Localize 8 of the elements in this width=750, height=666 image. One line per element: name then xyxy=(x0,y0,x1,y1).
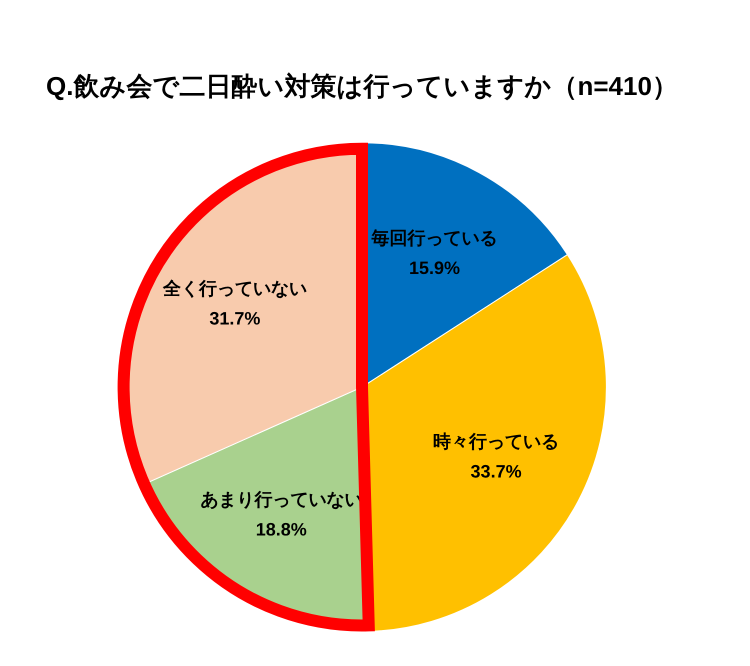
data-label: 15.9% xyxy=(408,258,460,278)
slice-label: 時々行っている xyxy=(433,432,560,452)
data-label: 31.7% xyxy=(209,308,260,329)
slice-label: 全く行っていない xyxy=(162,278,307,299)
data-label: 33.7% xyxy=(470,462,522,482)
slice-label: 毎回行っている xyxy=(370,228,498,248)
chart-title: Q.飲み会で二日酔い対策は行っていますか（n=410） xyxy=(46,70,678,101)
data-label: 18.8% xyxy=(256,519,307,540)
